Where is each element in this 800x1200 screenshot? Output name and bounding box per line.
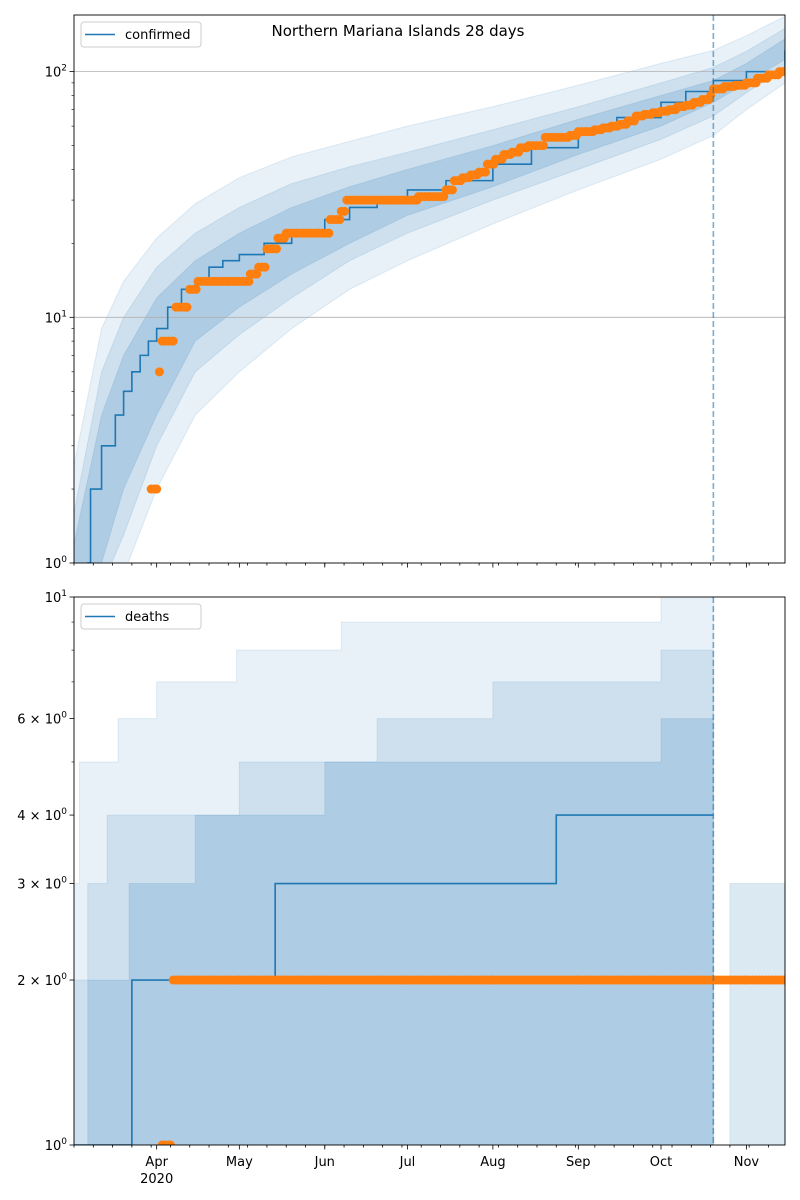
plot-area: [74, 597, 785, 1145]
observed-points: [157, 975, 796, 1145]
legend: confirmed: [80, 21, 202, 48]
uncertainty-band: [74, 15, 785, 563]
uncertainty-band: [74, 718, 714, 1145]
observed-point: [481, 167, 491, 177]
x-tick-label: Oct: [650, 1155, 672, 1170]
y-tick-exponent: 0: [61, 876, 67, 886]
x-tick-year-label: 2020: [140, 1172, 173, 1187]
y-tick-exponent: 0: [61, 972, 67, 982]
y-tick-base: 10: [45, 878, 62, 893]
y-tick-base: 10: [45, 557, 62, 572]
y-tick-coef: 3 ×: [17, 878, 44, 893]
observed-point: [780, 67, 785, 77]
y-tick-label: 100: [45, 555, 68, 572]
y-tick-base: 10: [45, 66, 62, 81]
y-tick-coef: 4 ×: [17, 809, 44, 824]
y-tick-label: 102: [45, 64, 67, 81]
x-tick-label: Nov: [734, 1155, 760, 1170]
observed-point: [787, 976, 796, 985]
x-tick-label: Apr: [145, 1155, 168, 1170]
observed-point: [324, 228, 334, 238]
observed-point: [272, 244, 282, 254]
y-tick-base: 10: [45, 311, 62, 326]
legend-label: deaths: [125, 610, 170, 625]
y-tick-base: 10: [45, 809, 62, 824]
chart-title: Northern Mariana Islands 28 days: [272, 22, 525, 40]
y-tick-label: 101: [45, 589, 67, 606]
observed-point: [252, 269, 262, 279]
y-tick-base: 10: [45, 713, 62, 728]
observed-point: [182, 302, 192, 312]
plot-content: [74, 15, 796, 563]
y-tick-exponent: 0: [61, 807, 67, 817]
observed-point: [154, 367, 164, 377]
y-tick-label: 6 × 100: [17, 711, 67, 728]
legend-box: [80, 21, 202, 48]
y-tick-coef: 6 ×: [17, 713, 44, 728]
y-tick-label: 4 × 100: [17, 807, 67, 824]
observed-point: [340, 206, 350, 216]
legend-label: confirmed: [125, 28, 191, 43]
y-tick-exponent: 0: [61, 1137, 67, 1147]
y-tick-label: 100: [45, 1137, 68, 1154]
observed-point: [538, 141, 548, 151]
x-tick-label: May: [226, 1155, 253, 1170]
axes-frame: [73, 596, 786, 1146]
observed-point: [165, 1140, 175, 1145]
y-tick-label: 101: [45, 309, 67, 326]
observed-point: [780, 975, 785, 985]
axes-frame: [73, 14, 786, 564]
observed-points: [146, 67, 796, 494]
y-tick-exponent: 0: [61, 555, 67, 565]
plot-content: [74, 597, 796, 1145]
y-tick-base: 10: [45, 974, 62, 989]
x-tick-label: Aug: [480, 1155, 505, 1170]
x-tick-label: Sep: [566, 1155, 591, 1170]
observed-point: [787, 67, 796, 76]
y-tick-exponent: 0: [61, 711, 67, 721]
observed-point: [335, 215, 345, 225]
y-tick-label: 3 × 100: [17, 876, 67, 893]
observed-point: [168, 336, 178, 346]
observed-point: [244, 276, 254, 286]
y-tick-label: 2 × 100: [17, 972, 67, 989]
x-tick-label: Jun: [314, 1155, 335, 1170]
y-tick-base: 10: [45, 591, 62, 606]
y-tick-coef: 2 ×: [17, 974, 44, 989]
y-tick-exponent: 1: [61, 589, 67, 599]
x-tick-label: Jul: [399, 1155, 416, 1170]
y-tick-base: 10: [45, 1139, 62, 1154]
y-tick-exponent: 1: [61, 309, 67, 319]
observed-point: [152, 484, 162, 494]
observed-point: [447, 185, 457, 195]
observed-point: [191, 284, 201, 294]
observed-point: [260, 262, 270, 272]
legend-box: [80, 603, 202, 630]
legend: deaths: [80, 603, 202, 630]
y-tick-exponent: 2: [61, 64, 67, 74]
